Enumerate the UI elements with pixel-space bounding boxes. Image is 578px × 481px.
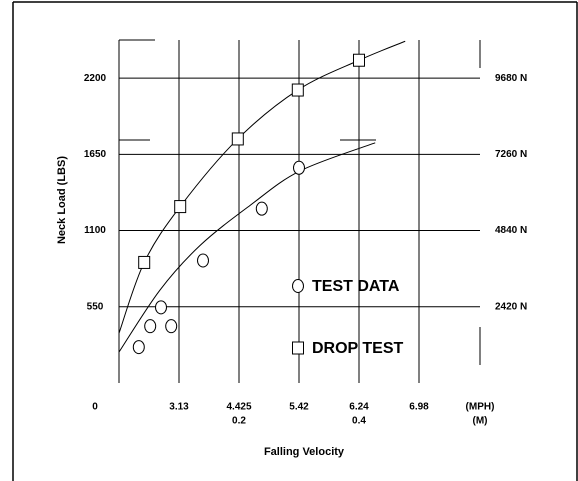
- y-tick-label: 550: [87, 301, 104, 312]
- legend-marker: [292, 279, 304, 293]
- x-unit-2: (M): [473, 416, 488, 427]
- y-tick-label: 1100: [84, 225, 106, 236]
- x-unit: (MPH): [466, 402, 495, 413]
- point: [132, 340, 145, 355]
- legend-label: TEST DATA: [312, 278, 400, 295]
- point: [293, 160, 305, 175]
- x2-tick-label: 0.4: [352, 416, 366, 427]
- point: [197, 253, 209, 268]
- point: [353, 53, 365, 67]
- x2-tick-label: 0.2: [232, 416, 246, 427]
- y2-tick-label: 9680 N: [495, 73, 527, 84]
- x-tick-label: 5.42: [289, 402, 309, 413]
- x-axis-title: Falling Velocity: [264, 446, 345, 458]
- fit-curve: [118, 142, 376, 353]
- point: [155, 300, 167, 315]
- frame: [12, 1, 578, 481]
- y2-tick-label: 4840 N: [495, 225, 527, 236]
- y-axis-title: Neck Load (LBS): [56, 156, 68, 244]
- axis-decor: [118, 39, 481, 383]
- point: [255, 201, 268, 216]
- point: [144, 319, 157, 334]
- x-tick-label: 6.24: [349, 402, 369, 413]
- point: [174, 200, 187, 214]
- y2-tick-label: 2420 N: [495, 301, 527, 312]
- x-tick-label: 4.425: [226, 402, 251, 413]
- x-tick-label: 6.98: [409, 402, 429, 413]
- legend-label: DROP TEST: [312, 340, 404, 357]
- y2-tick-label: 7260 N: [495, 149, 527, 160]
- x-tick-label: 0: [92, 402, 98, 413]
- point: [165, 319, 178, 334]
- x-tick-label: 3.13: [169, 402, 189, 413]
- y-tick-label: 1650: [84, 149, 107, 160]
- point: [138, 255, 151, 269]
- legend-marker: [292, 341, 304, 355]
- point: [231, 132, 244, 146]
- y-tick-label: 2200: [84, 73, 107, 84]
- point: [291, 83, 304, 97]
